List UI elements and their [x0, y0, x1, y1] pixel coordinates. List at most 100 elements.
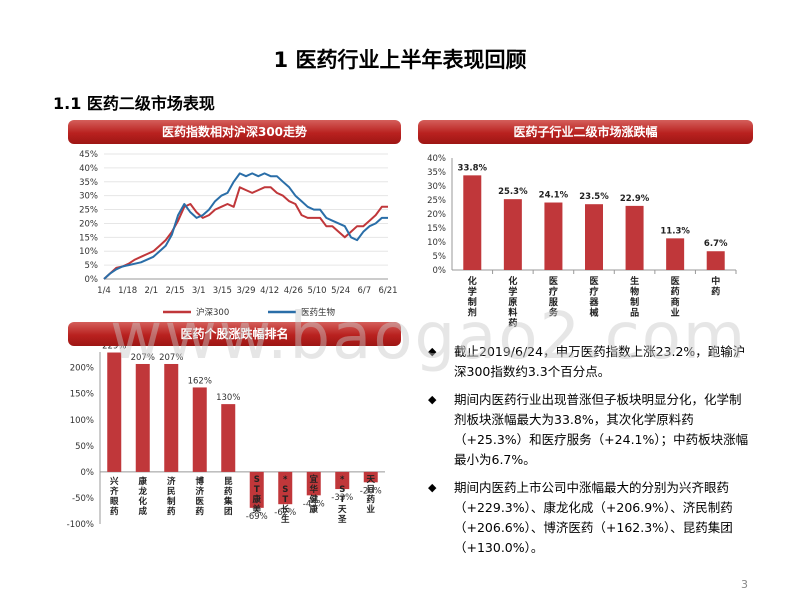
- page-title: 1 医药行业上半年表现回顾: [273, 48, 527, 72]
- subsector-bar-chart: 0% 5% 10% 15% 20% 25% 30% 35% 40% 33.8% 化学制剂 25.3% 化…: [427, 154, 737, 329]
- x-category-label: 医疗器械: [588, 276, 599, 319]
- diamond-bullet-icon: ◆: [428, 393, 437, 406]
- bar: [544, 202, 563, 270]
- bar: [666, 238, 685, 270]
- bar-value-label: 24.1%: [539, 191, 569, 201]
- x-category-label: 化学原料药: [508, 275, 517, 329]
- bullet-item: ◆ 截止2019/6/24，申万医药指数上涨23.2%，跑输沪深300指数约3.…: [428, 342, 753, 382]
- bar: [192, 387, 207, 472]
- y-tick-label: 5%: [433, 252, 447, 262]
- x-category-label: 天目药业: [366, 475, 375, 515]
- page-number: 3: [741, 578, 748, 591]
- bar-value-label: 162%: [188, 376, 212, 386]
- y-tick-label: 15%: [79, 233, 98, 243]
- y-tick-label: 35%: [79, 178, 98, 188]
- y-tick-label: 50%: [75, 442, 94, 452]
- bar-value-label: -62%: [274, 508, 296, 518]
- subsector-chart-banner: 医药子行业二级市场涨跌幅: [418, 120, 753, 144]
- y-tick-label: 5%: [85, 261, 99, 271]
- x-tick-label: 5/10: [307, 286, 326, 296]
- x-category-label: 兴齐眼药: [110, 476, 119, 517]
- bullet-list: ◆ 截止2019/6/24，申万医药指数上涨23.2%，跑输沪深300指数约3.…: [428, 342, 753, 566]
- bullet-text: 期间内医药上市公司中涨幅最大的分别为兴齐眼药（+229.3%）、康龙化成（+20…: [454, 480, 733, 555]
- x-category-label: 济民制药: [167, 476, 176, 517]
- bar: [706, 251, 725, 270]
- x-tick-label: 6/21: [378, 286, 397, 296]
- x-tick-label: 3/1: [192, 286, 206, 296]
- bar: [221, 404, 236, 472]
- stocks-chart-banner: 医药个股涨跌幅排名: [68, 322, 401, 346]
- bar: [278, 471, 293, 505]
- y-tick-label: -50%: [72, 494, 94, 504]
- y-tick-label: 30%: [427, 182, 446, 192]
- bar-value-label: 130%: [216, 393, 240, 403]
- x-category-label: 化学制剂: [467, 275, 477, 319]
- bar-value-label: -69%: [246, 512, 268, 522]
- x-category-label: * S T 天圣: [337, 475, 347, 525]
- y-tick-label: 0%: [81, 468, 95, 478]
- bar: [503, 199, 522, 270]
- bar-value-label: 207%: [131, 353, 155, 363]
- y-tick-label: 40%: [427, 154, 446, 164]
- y-tick-label: 150%: [70, 390, 94, 400]
- x-category-label: 昆药集团: [223, 476, 233, 517]
- bar-value-label: 33.8%: [458, 163, 488, 173]
- bar: [363, 471, 378, 483]
- bar-value-label: 23.5%: [579, 192, 609, 202]
- y-tick-label: 30%: [79, 192, 98, 202]
- bar-value-label: 22.9%: [620, 194, 650, 204]
- stocks-bar-chart: -100% -50% 0% 50% 100% 150% 200% 兴齐眼药 229% 康龙化成 20…: [67, 346, 385, 530]
- x-tick-label: 4/26: [284, 286, 303, 296]
- y-tick-label: 20%: [427, 210, 446, 220]
- x-category-label: * S T 长生: [281, 475, 290, 525]
- x-tick-label: 3/29: [236, 286, 255, 296]
- bullet-text: 期间内医药行业出现普涨但子板块明显分化，化学制剂板块涨幅最大为33.8%，其次化…: [454, 392, 749, 467]
- bar-value-label: 6.7%: [704, 239, 728, 249]
- y-tick-label: 15%: [427, 224, 446, 234]
- bar-value-label: -45%: [303, 499, 325, 509]
- x-tick-label: 2/15: [165, 286, 184, 296]
- x-tick-label: 6/7: [357, 286, 371, 296]
- y-tick-label: 45%: [79, 150, 98, 160]
- index-line-chart: 0% 5% 10% 15% 20% 25% 30% 35% 40% 45% 1/4 1/18 2/1 2/…: [79, 150, 397, 318]
- x-tick-label: 5/24: [331, 286, 350, 296]
- bar: [135, 363, 150, 472]
- x-category-label: 宜华健康: [309, 474, 318, 515]
- y-tick-label: 25%: [427, 196, 446, 206]
- bullet-item: ◆ 期间内医药行业出现普涨但子板块明显分化，化学制剂板块涨幅最大为33.8%，其…: [428, 390, 753, 470]
- bar: [107, 352, 122, 472]
- bar-value-label: 229%: [102, 346, 126, 352]
- y-tick-label: 0%: [85, 275, 99, 285]
- bar: [625, 205, 644, 270]
- series-line-0: [103, 186, 388, 280]
- y-tick-label: 40%: [79, 164, 98, 174]
- series-line-1: [103, 172, 388, 280]
- bar-value-label: 207%: [159, 353, 183, 363]
- index-chart-banner: 医药指数相对沪深300走势: [68, 120, 401, 144]
- x-tick-label: 3/15: [213, 286, 232, 296]
- watermark: www.baogao2.com: [110, 300, 748, 374]
- bullet-text: 截止2019/6/24，申万医药指数上涨23.2%，跑输沪深300指数约3.3个…: [454, 344, 746, 379]
- y-tick-label: 10%: [79, 247, 98, 257]
- bar: [585, 204, 603, 270]
- y-tick-label: 25%: [79, 206, 98, 216]
- y-tick-label: 35%: [427, 168, 446, 178]
- y-tick-label: 10%: [427, 238, 446, 248]
- bullet-item: ◆ 期间内医药上市公司中涨幅最大的分别为兴齐眼药（+229.3%）、康龙化成（+…: [428, 478, 753, 558]
- y-tick-label: 20%: [79, 219, 98, 229]
- y-tick-label: -100%: [67, 520, 94, 530]
- section-title: 1.1 医药二级市场表现: [53, 94, 215, 113]
- x-category-label: 博济医药: [195, 476, 204, 517]
- x-tick-label: 1/4: [97, 286, 111, 296]
- x-category-label: S T 康美: [252, 475, 261, 515]
- diamond-bullet-icon: ◆: [428, 345, 437, 358]
- y-tick-label: 100%: [70, 416, 94, 426]
- bar-value-label: -33%: [331, 493, 353, 503]
- y-tick-label: 0%: [433, 266, 447, 276]
- x-category-label: 医药商业: [671, 276, 680, 319]
- bar-value-label: -20%: [360, 486, 382, 496]
- legend-label: 医药生物: [301, 307, 336, 318]
- x-category-label: 生物制品: [630, 275, 639, 319]
- bar-value-label: 25.3%: [498, 187, 528, 197]
- bar-value-label: 11.3%: [660, 226, 690, 236]
